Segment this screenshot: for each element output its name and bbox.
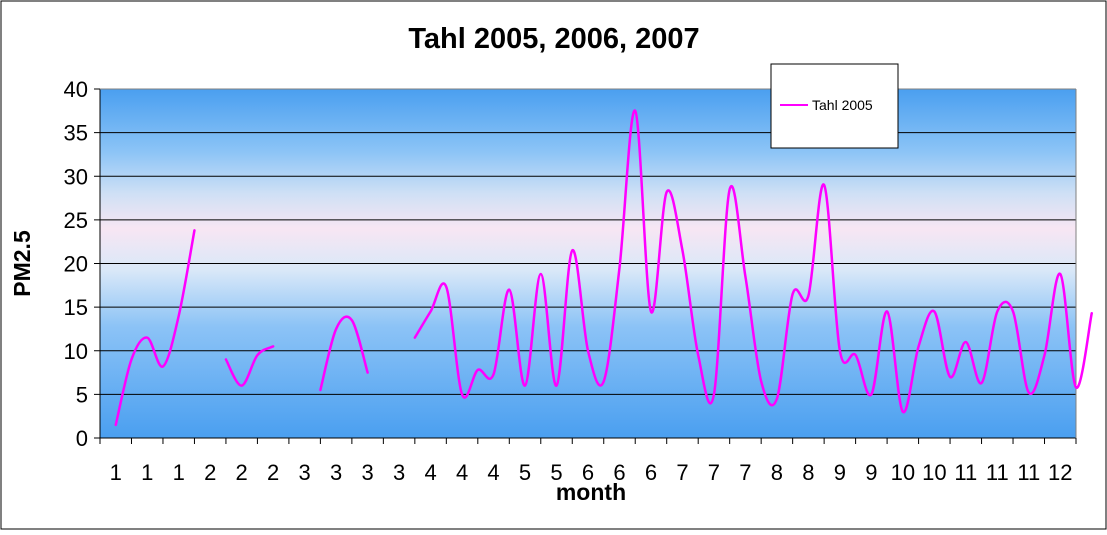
- x-tick-label: 1: [110, 460, 122, 485]
- x-tick-label: 6: [645, 460, 657, 485]
- x-tick-label: 9: [834, 460, 846, 485]
- x-tick-label: 2: [236, 460, 248, 485]
- y-tick-label: 10: [64, 339, 88, 364]
- series-segment: [319, 315, 369, 392]
- x-tick-label: 3: [330, 460, 342, 485]
- x-tick-label: 7: [739, 460, 751, 485]
- x-tick-label: 7: [676, 460, 688, 485]
- y-axis-label: PM2.5: [9, 230, 35, 297]
- x-tick-label: 1: [141, 460, 153, 485]
- x-tick-label: 12: [1048, 460, 1072, 485]
- x-tick-label: 3: [299, 460, 311, 485]
- x-tick-label: 4: [456, 460, 468, 485]
- y-tick-label: 35: [64, 121, 88, 146]
- x-tick-label: 6: [613, 460, 625, 485]
- x-tick-label: 8: [802, 460, 814, 485]
- y-tick-label: 40: [64, 77, 88, 102]
- x-tick-label: 5: [519, 460, 531, 485]
- x-tick-label: 3: [361, 460, 373, 485]
- x-tick-label: 11: [986, 460, 1009, 485]
- series-layer: [114, 109, 1093, 427]
- x-tick-label: 11: [954, 460, 977, 485]
- series-segment: [413, 109, 1093, 414]
- x-tick-label: 3: [393, 460, 405, 485]
- legend-label: Tahl 2005: [812, 97, 873, 113]
- chart-title: Tahl 2005, 2006, 2007: [408, 23, 699, 55]
- y-tick-label: 20: [64, 252, 88, 277]
- x-tick-label: 9: [865, 460, 877, 485]
- y-tick-label: 0: [76, 426, 88, 451]
- legend: Tahl 2005: [770, 63, 899, 149]
- y-tick-label: 25: [64, 208, 88, 233]
- series-line: [114, 109, 1093, 427]
- x-axis-label: month: [556, 479, 626, 505]
- x-tick-label: 10: [922, 460, 946, 485]
- x-tick-label: 5: [550, 460, 562, 485]
- x-tick-label: 2: [267, 460, 279, 485]
- x-tick-label: 1: [173, 460, 185, 485]
- y-tick-label: 15: [64, 295, 88, 320]
- y-tick-label: 30: [64, 164, 88, 189]
- x-tick-label: 10: [891, 460, 915, 485]
- x-tick-label: 4: [487, 460, 499, 485]
- x-tick-label: 11: [1017, 460, 1040, 485]
- x-tick-label: 2: [204, 460, 216, 485]
- x-tick-label: 7: [708, 460, 720, 485]
- x-tick-label: 4: [424, 460, 436, 485]
- x-tick-label: 6: [582, 460, 594, 485]
- series-segment: [114, 229, 196, 427]
- series-segment: [224, 345, 275, 387]
- y-tick-label: 5: [76, 382, 88, 407]
- x-tick-label: 8: [771, 460, 783, 485]
